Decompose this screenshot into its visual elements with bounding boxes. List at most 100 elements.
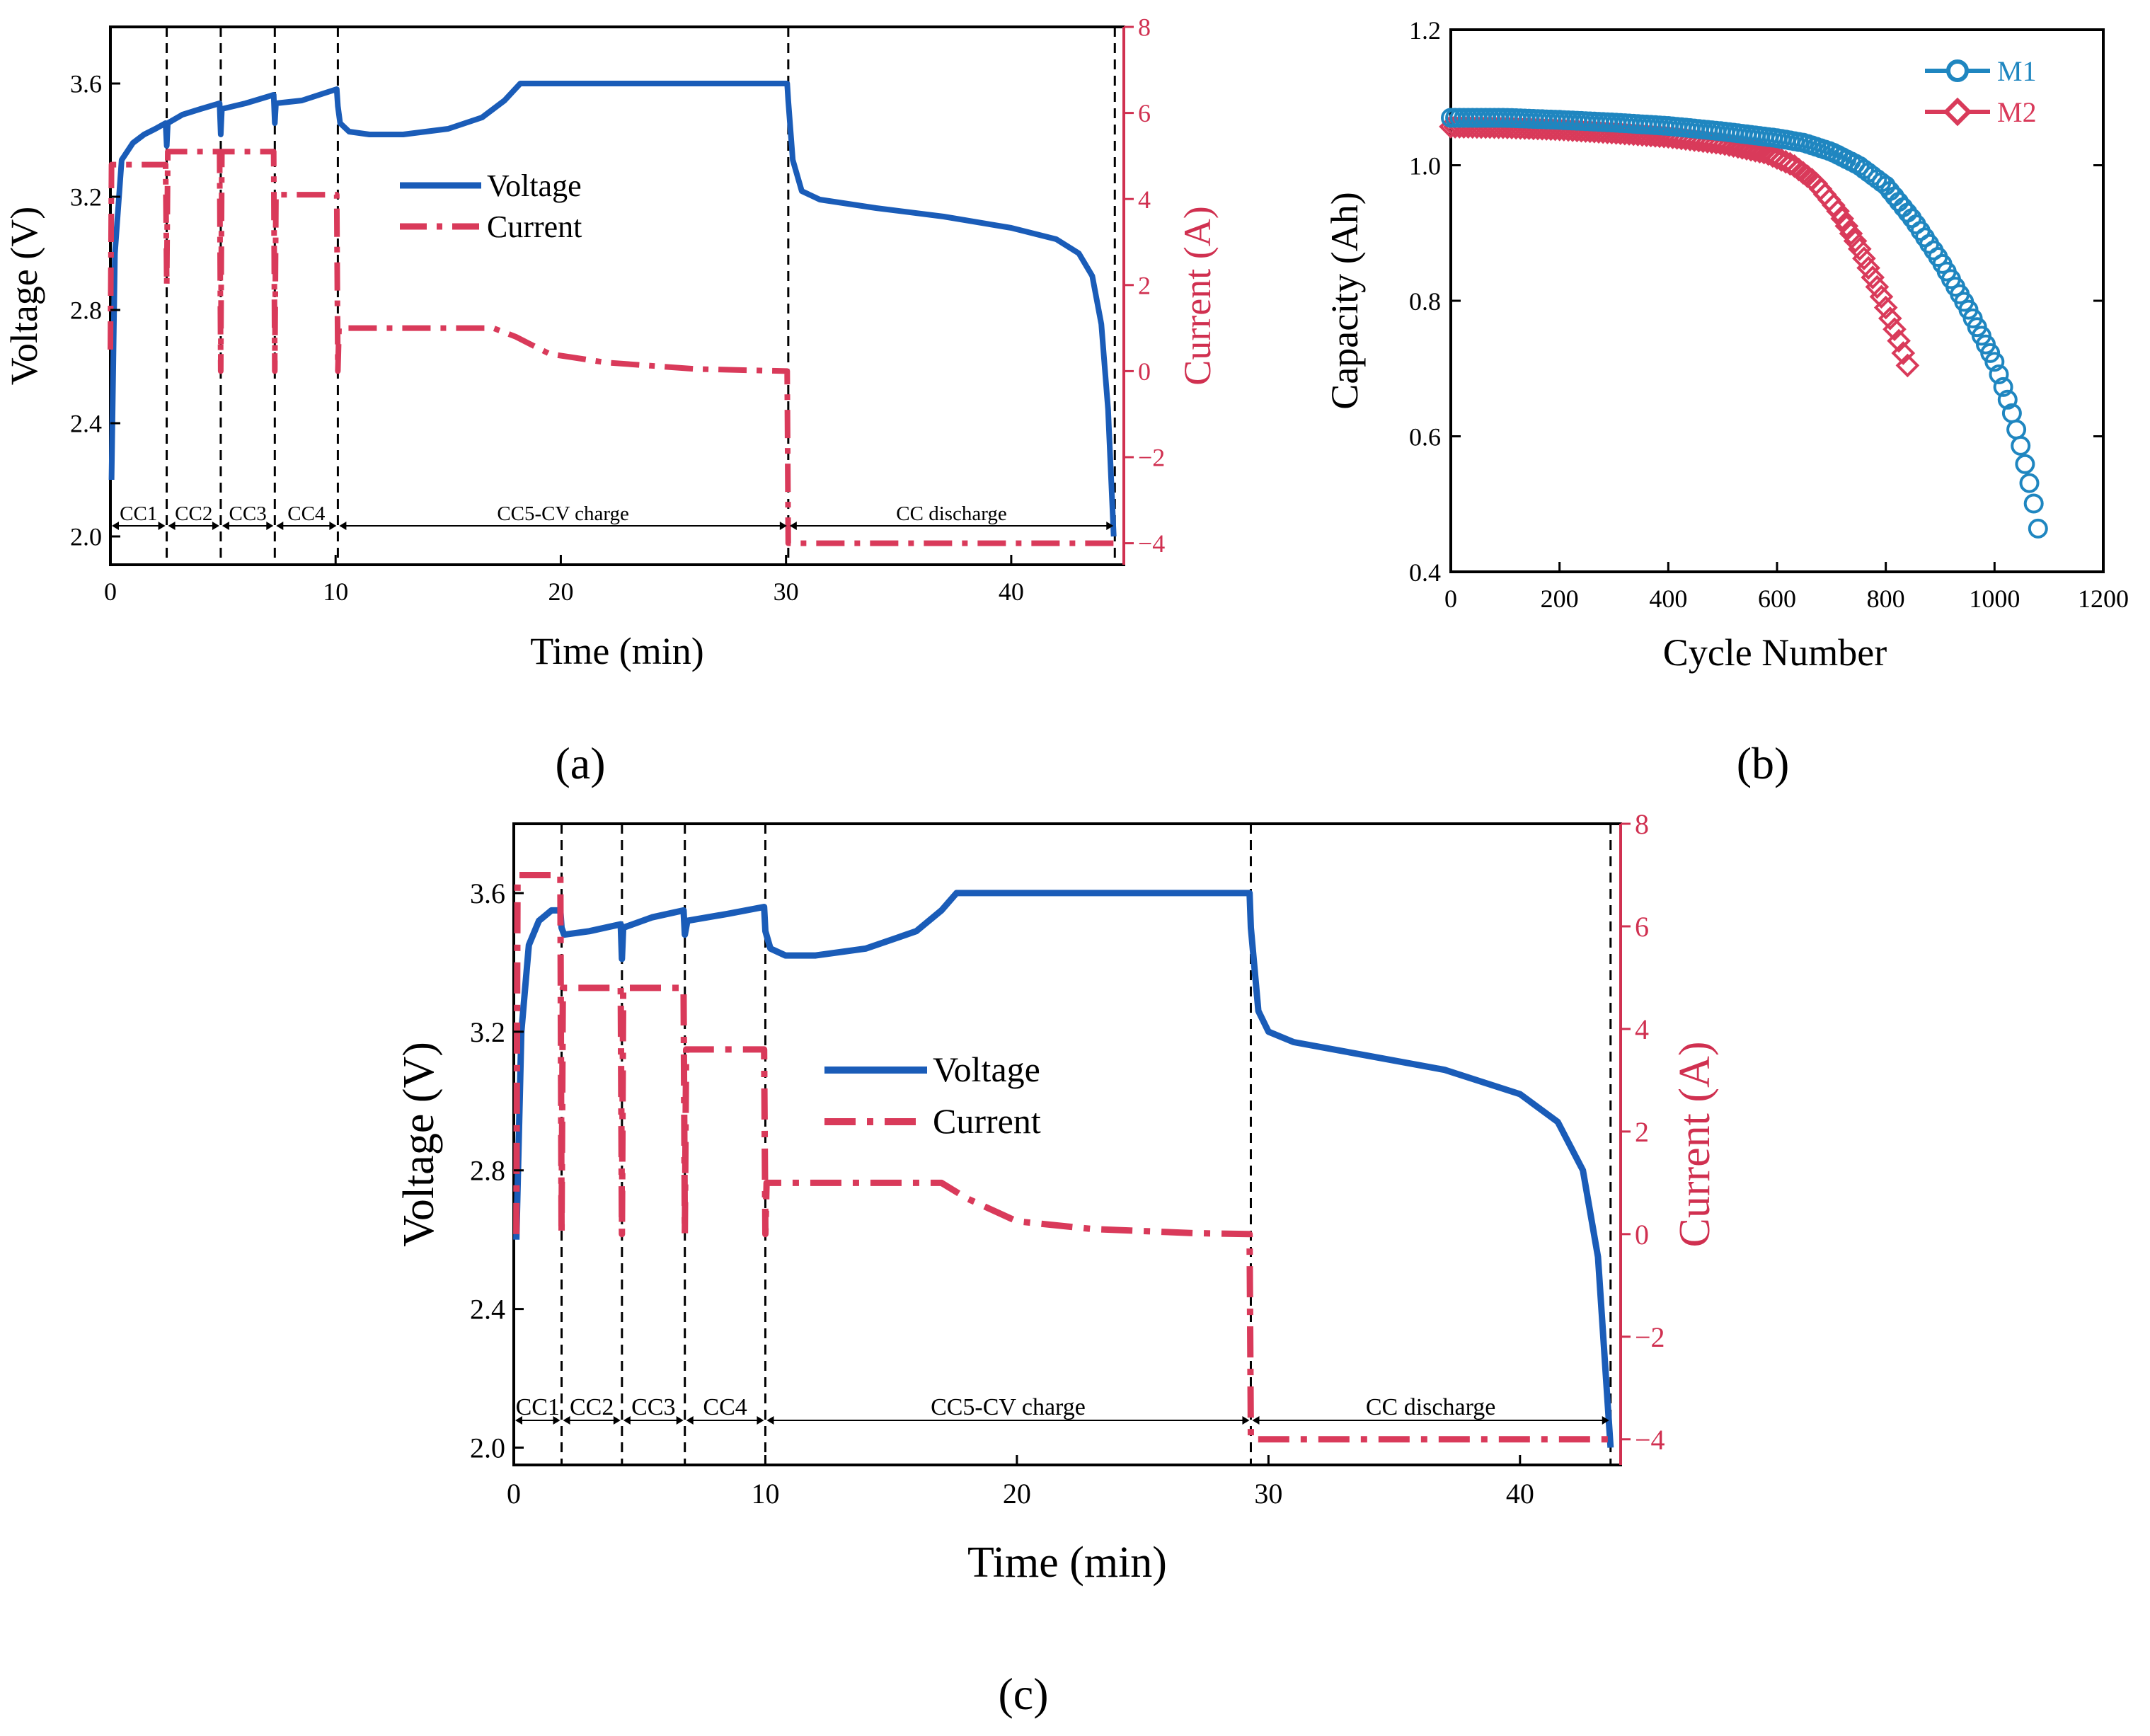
chart-a-y-tick-label: 2.4: [70, 410, 102, 438]
chart-a-x-axis-title: Time (min): [530, 630, 704, 672]
chart-c-stage-arrow-head: [686, 1416, 694, 1425]
chart-b-x-tick-label: 600: [1758, 585, 1796, 613]
chart-a-y2-tick-label: −4: [1138, 529, 1165, 558]
chart-c-stage-label: CC5-CV charge: [931, 1394, 1086, 1420]
chart-c-y2-tick-label: −2: [1635, 1321, 1665, 1353]
chart-a-y2-axis-title: Current (A): [1176, 206, 1219, 385]
chart-a-y2-tick-label: 2: [1138, 271, 1151, 299]
chart-c-y-tick-label: 3.6: [470, 878, 505, 909]
chart-b-m2-point: [1852, 246, 1876, 271]
chart-c-stage-label: CC1: [516, 1394, 560, 1420]
chart-b-m2-point: [1873, 295, 1898, 320]
chart-b-legend: M1 M2: [1925, 55, 2037, 128]
chart-a-stage-label: CC5-CV charge: [497, 502, 629, 525]
chart-b-x-tick-label: 200: [1541, 585, 1579, 613]
chart-b-legend-m2-label: M2: [1997, 96, 2037, 128]
chart-c-stage-arrow-head: [553, 1416, 561, 1425]
chart-c-y2-tick-label: 4: [1635, 1013, 1649, 1045]
chart-b-m2-point: [1847, 236, 1872, 261]
chart-c-y2-axis-title: Current (A): [1671, 1042, 1719, 1248]
chart-a: 0 10 20 30 40 2.0 2.4 2.8 3.2 3.6 −4 −2 0 2 4 6 8 CC1 CC2…: [3, 13, 1219, 788]
chart-b-y-tick-label: 0.8: [1409, 287, 1441, 316]
chart-c-legend-current-label: Current: [933, 1101, 1041, 1141]
chart-b-x-tick-label: 0: [1444, 585, 1457, 613]
chart-b-y-tick-label: 0.6: [1409, 423, 1441, 452]
chart-a-stage-arrow-head: [212, 522, 219, 530]
chart-a-stage-arrow-head: [168, 522, 176, 530]
chart-c-plot-frame: [512, 822, 1622, 1466]
chart-a-current-line: [108, 149, 1115, 546]
chart-a-y-axis-title: Voltage (V): [3, 207, 45, 385]
chart-a-legend-voltage-label: Voltage: [487, 168, 582, 203]
chart-b-x-tick-label: 400: [1649, 585, 1687, 613]
chart-a-stage-label: CC3: [229, 502, 267, 525]
chart-a-stage-arrow-head: [112, 522, 119, 530]
chart-c-x-tick-label: 40: [1506, 1478, 1534, 1510]
chart-b-m2-point: [1882, 317, 1907, 342]
chart-b-m1-point: [1885, 186, 1904, 207]
chart-c-y2-tick-label: 8: [1635, 808, 1649, 840]
chart-b-legend-m2-marker: [1943, 97, 1972, 127]
chart-c-y2-tick-label: −4: [1635, 1424, 1665, 1456]
chart-b-m1-point: [2019, 473, 2040, 493]
chart-b-legend-m1-marker: [1946, 59, 1969, 82]
chart-c-y-tick-label: 2.8: [470, 1155, 505, 1187]
chart-b-m2-point: [1861, 265, 1885, 289]
chart-b-m1-point: [1893, 197, 1914, 217]
chart-b-m2-point: [1826, 199, 1850, 224]
chart-c-y-tick-label: 2.0: [470, 1432, 505, 1464]
chart-b-m2-point: [1739, 137, 1763, 162]
chart-b-m2-point: [1735, 137, 1759, 161]
chart-a-y-tick-label: 2.0: [70, 523, 102, 551]
chart-a-y-tick-label: 3.2: [70, 183, 102, 212]
chart-a-y2-tick-label: 8: [1138, 13, 1151, 42]
chart-b-y-axis-title: Capacity (Ah): [1323, 192, 1366, 409]
chart-b: 0 200 400 600 800 1000 1200 0.4 0.6 0.8 1.0 1.2 M1 …: [1323, 16, 2129, 788]
chart-b-m2-point: [1891, 341, 1916, 365]
chart-c-y2-tick-label: 2: [1635, 1116, 1649, 1148]
chart-b-x-axis-title: Cycle Number: [1663, 631, 1887, 674]
chart-c-stage-label: CC2: [570, 1394, 614, 1420]
chart-c-stage-label: CC discharge: [1366, 1394, 1496, 1420]
chart-b-m2-point: [1887, 328, 1911, 353]
chart-a-stage-arrow-head: [789, 522, 797, 530]
chart-a-panel-label: (a): [555, 738, 605, 788]
chart-a-plot-frame: [109, 25, 1125, 566]
chart-a-stage-arrow-head: [158, 522, 166, 530]
chart-c-y-tick-label: 2.4: [470, 1294, 505, 1326]
chart-b-y-tick-label: 1.2: [1409, 16, 1441, 45]
chart-c-current-line: [513, 872, 1611, 1443]
chart-a-stage-arrow-head: [329, 522, 337, 530]
chart-c-stage-arrow-head: [676, 1416, 684, 1425]
chart-c-stage-label: CC4: [703, 1394, 747, 1420]
chart-c-y-axis-title: Voltage (V): [395, 1042, 443, 1247]
chart-b-m1-point: [1997, 389, 2018, 410]
chart-b-m2-point: [1839, 222, 1863, 246]
chart-a-stage-label: CC discharge: [896, 502, 1007, 525]
chart-c-stage-arrow-head: [766, 1416, 774, 1425]
chart-a-stage-arrow-head: [779, 522, 787, 530]
chart-b-y-tick-label: 0.4: [1409, 558, 1441, 587]
chart-b-x-tick-label: 1000: [1969, 585, 2020, 613]
chart-b-m1-point: [2011, 435, 2031, 456]
chart-c-y2-tick-label: 6: [1635, 911, 1649, 943]
chart-b-x-tick-label: 1200: [2078, 585, 2129, 613]
chart-a-x-tick-label: 30: [774, 577, 799, 606]
chart-b-m1-point: [2015, 454, 2035, 474]
chart-c-stage-arrow-head: [1252, 1416, 1260, 1425]
chart-c: 0 10 20 30 40 2.0 2.4 2.8 3.2 3.6 −4 −2 0 2 4 6 8 CC1 CC2…: [395, 808, 1719, 1719]
chart-b-m2-point: [1843, 229, 1868, 253]
chart-c-x-tick-label: 20: [1003, 1478, 1031, 1510]
chart-b-m1-point: [1989, 364, 2009, 384]
chart-b-m2-point: [1747, 139, 1772, 164]
chart-c-y2-tick-label: 0: [1635, 1219, 1649, 1251]
chart-a-x-tick-label: 40: [999, 577, 1024, 606]
chart-a-y2-tick-label: −2: [1138, 444, 1165, 472]
chart-a-voltage-line: [108, 81, 1117, 537]
chart-c-stage-arrow-head: [613, 1416, 621, 1425]
chart-a-y2-tick-label: 6: [1138, 99, 1151, 127]
chart-c-stage-arrow-head: [515, 1416, 522, 1425]
chart-c-legend-voltage-label: Voltage: [933, 1050, 1040, 1089]
chart-a-stage-label: CC2: [175, 502, 212, 525]
